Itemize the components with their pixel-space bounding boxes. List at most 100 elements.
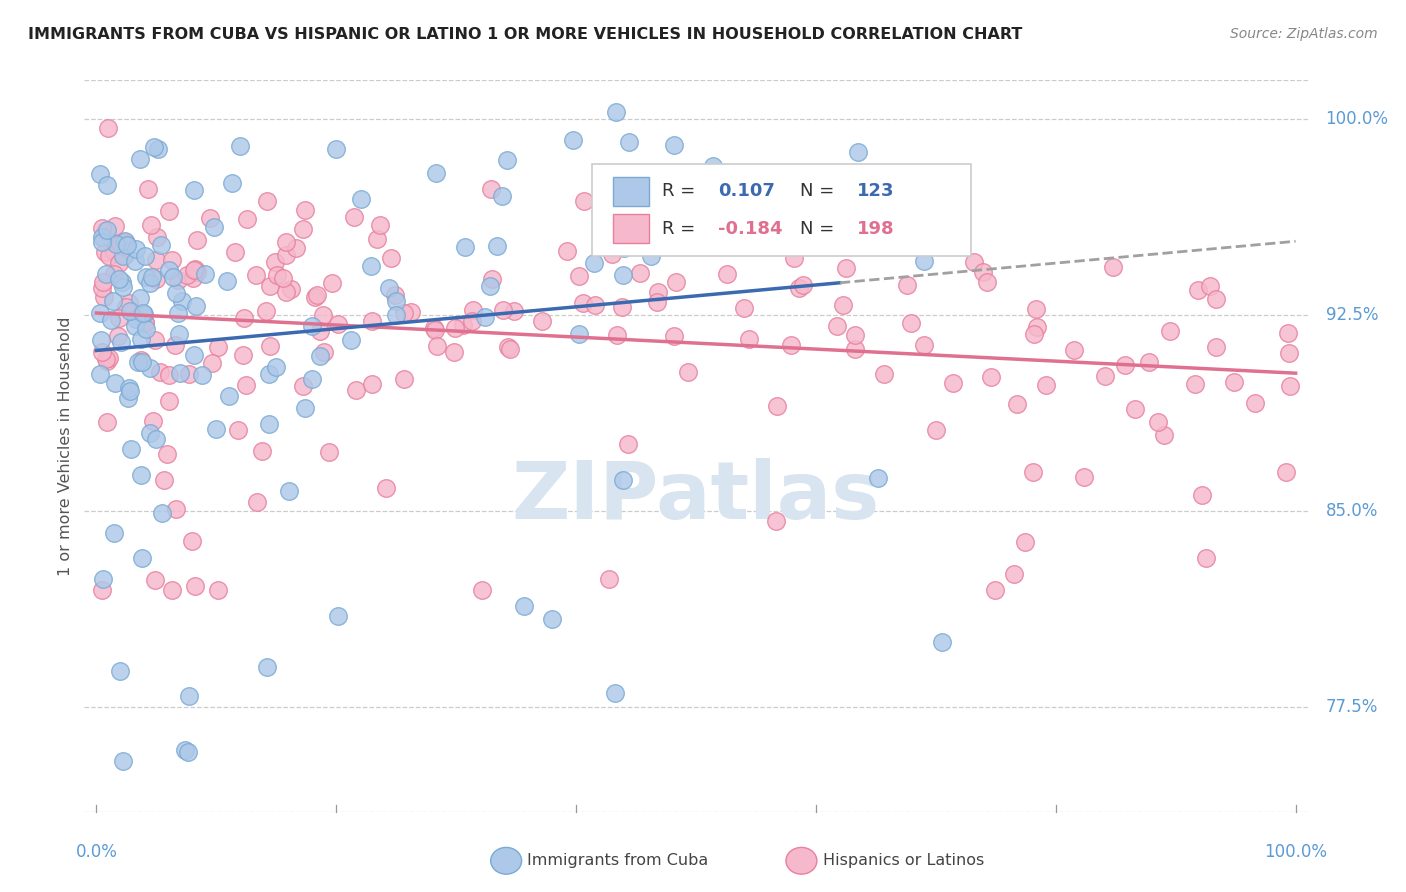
Point [235, 377, 257, 392]
Point [360, 376, 382, 391]
Point [1022, 326, 1045, 341]
Point [1184, 376, 1206, 391]
Point [491, 188, 513, 202]
Point [963, 255, 986, 269]
Point [384, 288, 406, 302]
Text: 0.0%: 0.0% [76, 843, 117, 861]
Point [425, 166, 447, 180]
Point [1153, 427, 1175, 442]
Point [972, 265, 994, 279]
Point [1244, 396, 1267, 410]
Point [264, 255, 287, 269]
Point [163, 338, 186, 352]
Point [492, 303, 515, 318]
Point [278, 483, 301, 498]
Point [600, 247, 623, 261]
Point [101, 293, 124, 308]
Point [156, 447, 179, 461]
Point [134, 316, 156, 330]
Point [157, 368, 180, 383]
Point [900, 316, 922, 330]
Point [366, 232, 388, 246]
Point [1275, 465, 1298, 479]
Point [443, 344, 465, 359]
Point [128, 291, 150, 305]
Point [474, 310, 496, 324]
Point [129, 353, 152, 368]
Point [1022, 465, 1045, 479]
Point [89, 306, 111, 320]
Point [291, 222, 314, 236]
Point [180, 534, 202, 549]
Point [118, 295, 141, 310]
Point [644, 223, 666, 237]
Point [1199, 278, 1222, 293]
Point [612, 300, 634, 314]
Point [368, 218, 391, 232]
Point [392, 306, 415, 320]
Text: Immigrants from Cuba: Immigrants from Cuba [527, 854, 709, 868]
Point [308, 324, 330, 338]
Text: 0.107: 0.107 [718, 183, 775, 201]
Point [583, 298, 606, 312]
Point [89, 367, 111, 381]
Text: N =: N = [800, 219, 839, 238]
Point [165, 501, 187, 516]
Point [496, 340, 519, 354]
Point [177, 367, 200, 381]
Point [202, 219, 225, 234]
Text: ZIPatlas: ZIPatlas [512, 458, 880, 536]
Point [96, 415, 118, 429]
Point [628, 266, 651, 280]
Point [104, 236, 127, 251]
Text: -0.184: -0.184 [718, 219, 783, 238]
Point [1223, 375, 1246, 389]
Point [1025, 301, 1047, 316]
Point [184, 579, 207, 593]
Point [873, 367, 896, 381]
Point [360, 259, 382, 273]
Text: 77.5%: 77.5% [1326, 698, 1378, 716]
Point [111, 275, 134, 289]
Point [157, 203, 180, 218]
Text: 100.0%: 100.0% [1264, 843, 1327, 861]
Point [181, 271, 204, 285]
Point [789, 281, 811, 295]
Point [825, 319, 848, 334]
Point [259, 279, 281, 293]
Point [733, 301, 755, 315]
Point [1159, 324, 1181, 338]
Point [259, 367, 281, 381]
Point [301, 319, 323, 334]
Point [110, 335, 132, 350]
Point [912, 254, 935, 268]
Point [931, 635, 953, 649]
Point [165, 285, 187, 300]
Point [149, 238, 172, 252]
Point [112, 235, 135, 249]
Point [146, 142, 169, 156]
Point [120, 442, 142, 457]
Text: R =: R = [662, 183, 700, 201]
Point [224, 245, 246, 260]
Point [177, 689, 200, 703]
Point [100, 313, 122, 327]
Point [1114, 358, 1136, 372]
Point [131, 550, 153, 565]
Point [218, 389, 240, 403]
Point [94, 223, 117, 237]
Point [326, 317, 349, 331]
Point [125, 242, 148, 256]
Point [1035, 378, 1057, 392]
Point [688, 204, 710, 219]
Point [647, 285, 669, 299]
Point [471, 582, 494, 597]
Point [152, 473, 174, 487]
Point [321, 277, 343, 291]
Point [104, 219, 127, 233]
Point [1005, 397, 1028, 411]
Point [676, 365, 699, 379]
Point [896, 277, 918, 292]
Point [91, 230, 114, 244]
Point [94, 245, 117, 260]
